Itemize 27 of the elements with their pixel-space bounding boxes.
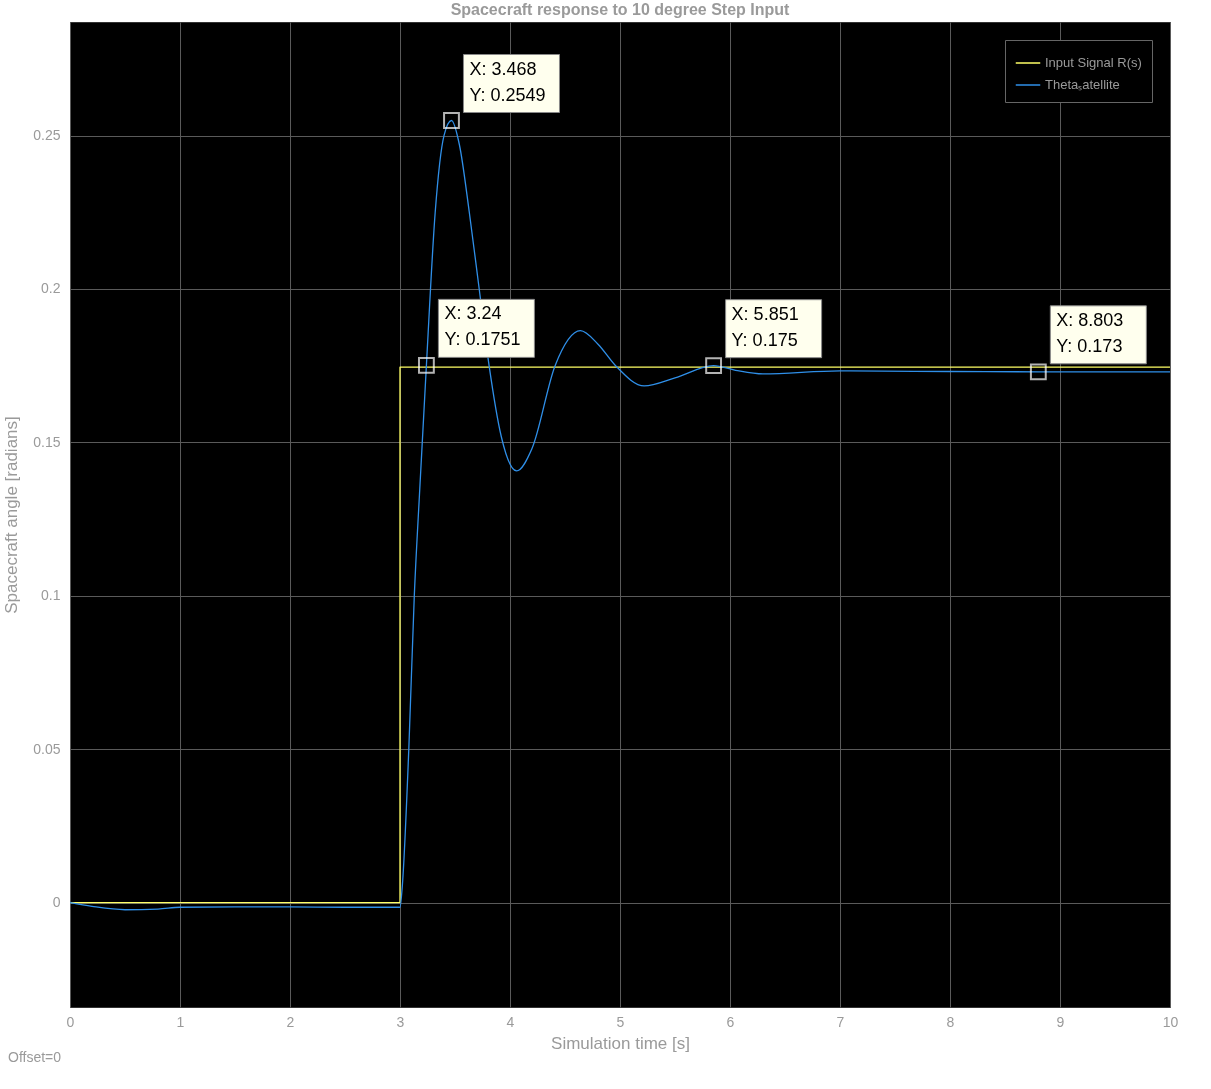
y-tick-label: 0.25: [33, 127, 61, 144]
annotation: X: 3.24 Y: 0.1751: [444, 303, 521, 350]
y-tick-label: 0.05: [33, 740, 61, 757]
x-tick-label: 2: [286, 1013, 295, 1030]
text: Offset=0: [8, 1049, 62, 1065]
x-tick-label: 8: [946, 1013, 955, 1030]
x-tick-label: 5: [616, 1013, 625, 1030]
x-tick-label: 10: [1162, 1013, 1179, 1030]
x-tick-label: 4: [506, 1013, 515, 1030]
x-tick-label: 9: [1056, 1013, 1065, 1030]
y-tick-label: 0.1: [41, 587, 61, 604]
chart-title: Spacecraft response to 10 degree Step Input: [450, 1, 791, 18]
x-tick-label: 1: [176, 1013, 185, 1030]
x-tick-label: 6: [726, 1013, 735, 1030]
x-tick-label: 3: [396, 1013, 405, 1030]
legend-label: Input Signal R(s): [1045, 55, 1142, 70]
x-axis-title: Simulation time [s]: [551, 1033, 690, 1053]
y-tick-label: 0: [52, 894, 61, 911]
y-tick-label: 0.2: [41, 280, 61, 297]
y-axis-title: Spacecraft angle [radians]: [2, 416, 22, 614]
annotation: X: 8.803 Y: 0.173: [1056, 309, 1124, 356]
x-tick-label: 7: [836, 1013, 845, 1030]
y-tick-label: 0.15: [33, 433, 61, 450]
annotation: X: 5.851 Y: 0.175: [731, 303, 799, 350]
x-tick-label: 0: [66, 1013, 75, 1030]
legend-label: Thetaₛatellite: [1045, 77, 1120, 92]
annotation: X: 3.468 Y: 0.2549: [469, 58, 546, 105]
